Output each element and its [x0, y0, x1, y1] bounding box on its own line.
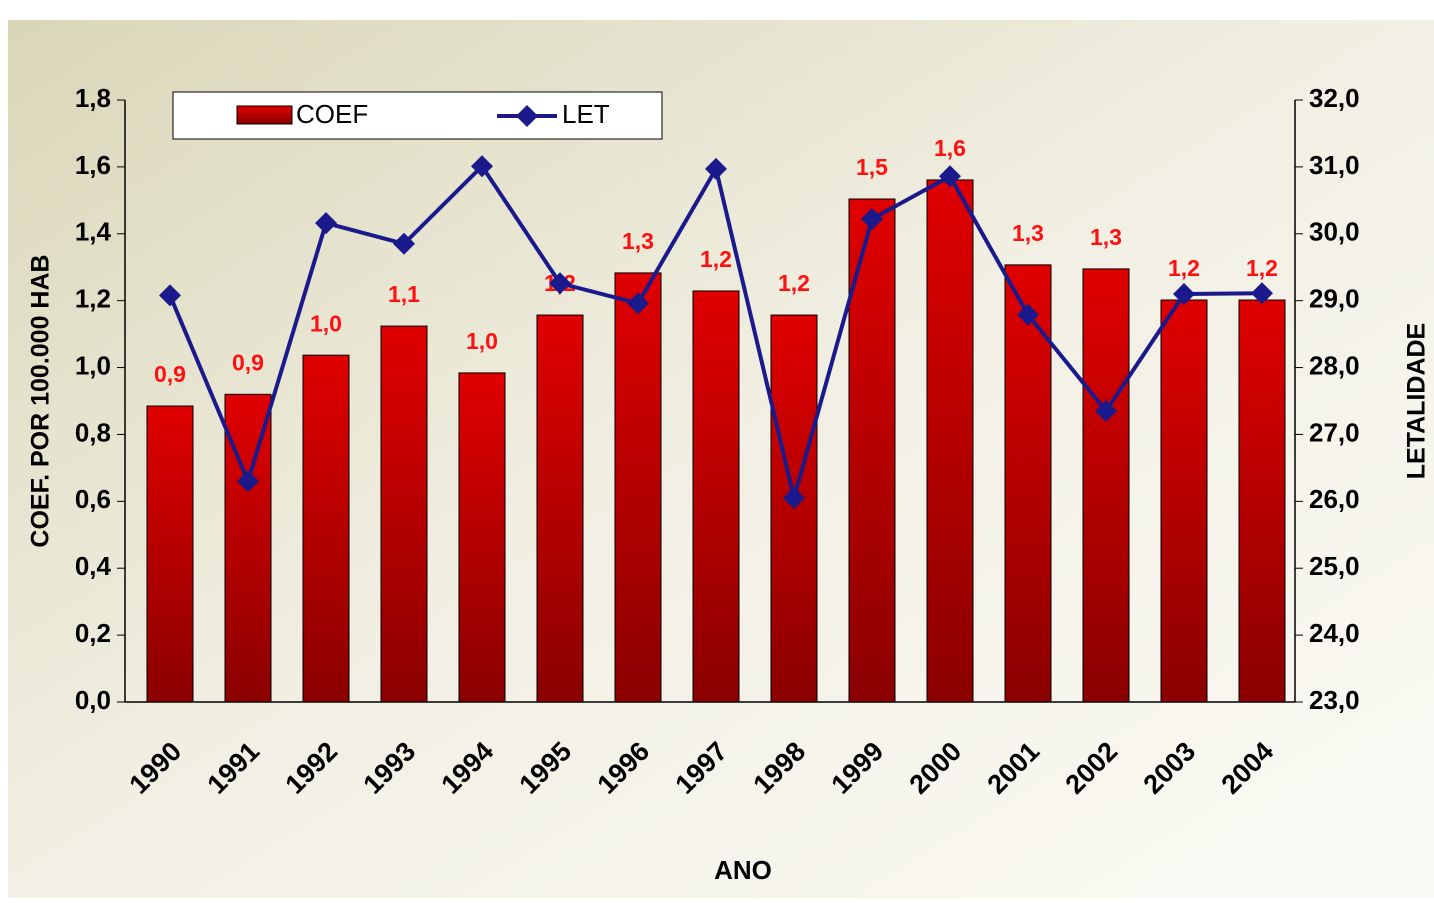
bar — [302, 354, 350, 703]
y2-tick-label: 26,0 — [1309, 484, 1360, 514]
y2-tick-label: 31,0 — [1309, 150, 1360, 180]
bar — [926, 179, 974, 703]
y2-tick-label: 28,0 — [1309, 350, 1360, 380]
bar — [146, 405, 194, 703]
bar — [1004, 264, 1052, 703]
data-label: 1,2 — [1168, 255, 1200, 281]
y-tick-label: 1,8 — [75, 83, 111, 113]
data-label: 1,2 — [778, 270, 810, 296]
marker — [1017, 303, 1039, 326]
data-label: 1,0 — [310, 310, 342, 336]
marker — [783, 486, 805, 509]
bar — [614, 272, 662, 703]
bar — [692, 290, 740, 703]
marker — [393, 232, 415, 255]
data-label: 1,2 — [1246, 255, 1278, 281]
data-label: 1,6 — [934, 135, 966, 161]
y-tick-label: 0,2 — [75, 618, 111, 648]
data-label: 1,3 — [1012, 220, 1044, 246]
y2-tick-label: 25,0 — [1309, 551, 1360, 581]
y2-tick-label: 27,0 — [1309, 417, 1360, 447]
marker — [861, 208, 883, 231]
y-tick-label: 0,6 — [75, 484, 111, 514]
marker — [705, 157, 727, 180]
marker — [939, 165, 961, 188]
marker — [1095, 400, 1117, 423]
data-label: 1,5 — [856, 154, 888, 180]
data-label: 1,3 — [1090, 224, 1122, 250]
data-label: 1,1 — [388, 281, 420, 307]
legend-label: LET — [562, 99, 610, 129]
bar — [536, 314, 584, 703]
legend-swatch — [236, 105, 293, 125]
y2-axis-title: LETALIDADE — [1403, 323, 1431, 479]
bar — [458, 372, 506, 703]
y-tick-label: 1,2 — [75, 284, 111, 314]
marker — [159, 284, 181, 307]
marker — [627, 292, 649, 315]
y2-tick-label: 29,0 — [1309, 284, 1360, 314]
y-tick-label: 1,0 — [75, 350, 111, 380]
x-axis-title: ANO — [714, 855, 772, 885]
data-label: 1,3 — [622, 228, 654, 254]
bar — [1082, 268, 1130, 703]
y-axis-title: COEF. POR 100.000 HAB — [27, 254, 55, 547]
data-label: 1,0 — [466, 328, 498, 354]
bar — [1160, 299, 1208, 703]
data-label: 1,2 — [700, 246, 732, 272]
legend-label: COEF — [296, 99, 368, 129]
y-tick-label: 1,4 — [75, 217, 112, 247]
y2-tick-label: 30,0 — [1309, 217, 1360, 247]
y-tick-label: 0,8 — [75, 417, 111, 447]
y2-tick-label: 32,0 — [1309, 83, 1360, 113]
marker — [1173, 282, 1195, 305]
bar — [380, 325, 428, 703]
legend-marker — [516, 105, 538, 127]
marker — [549, 272, 571, 295]
marker — [237, 470, 259, 493]
marker — [315, 212, 337, 235]
data-label: 0,9 — [232, 349, 264, 375]
y-tick-label: 0,4 — [75, 551, 112, 581]
marker — [471, 155, 493, 178]
y2-tick-label: 24,0 — [1309, 618, 1360, 648]
data-label: 0,9 — [154, 361, 186, 387]
y-tick-label: 1,6 — [75, 150, 111, 180]
bar — [1238, 299, 1286, 703]
y-tick-label: 0,0 — [75, 685, 111, 715]
y2-tick-label: 23,0 — [1309, 685, 1360, 715]
marker — [1251, 282, 1273, 305]
bar — [848, 198, 896, 703]
